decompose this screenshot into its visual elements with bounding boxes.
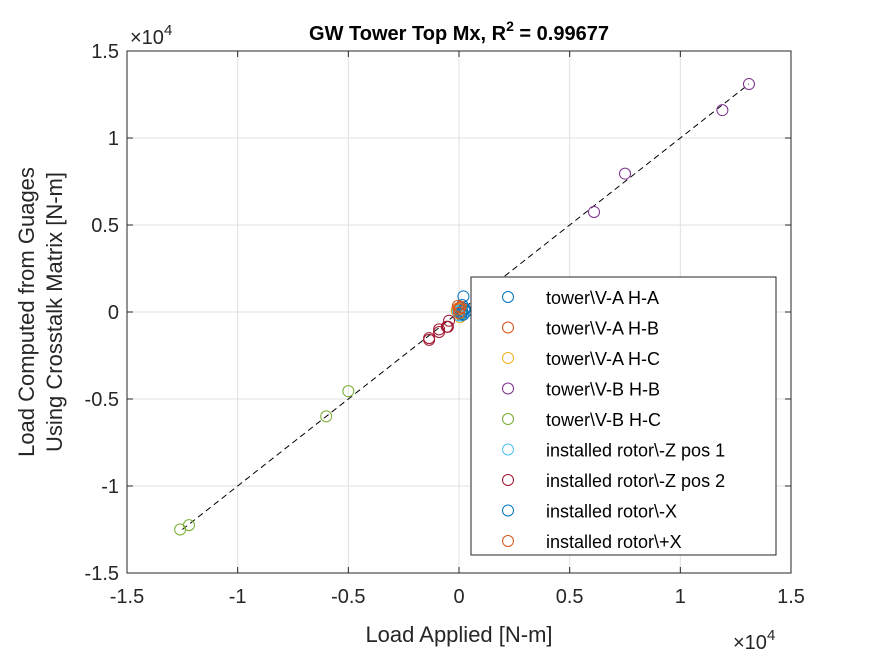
chart-title-main: GW Tower Top Mx, R [309,23,507,45]
x-tick-label: 0 [453,586,464,608]
legend-entry-label: tower\V-B H-C [546,410,661,430]
y-tick-label: 0.5 [91,215,119,237]
chart-title: GW Tower Top Mx, R2 = 0.99677 [309,18,609,45]
legend-marker [502,413,514,425]
y-tick-label: -1.5 [85,563,119,585]
legend-entry-label: tower\V-A H-B [546,319,659,339]
y-tick-label: 1 [108,128,119,150]
x-exponent-label: ×104 [733,627,775,654]
x-exponent-base: ×10 [733,632,767,654]
data-point [742,78,755,91]
x-tick-label: 1 [675,586,686,608]
data-point [454,301,467,314]
data-point [716,104,729,117]
legend-box [470,276,777,556]
x-tick-label: -0.5 [331,586,365,608]
y-tick-label: 1.5 [91,41,119,63]
series-points [588,78,755,218]
legend-entry-label: tower\V-A H-C [546,349,660,369]
legend-marker [502,474,514,486]
data-point [174,523,187,536]
data-points [174,78,755,536]
series-points [174,385,355,536]
legend-marker [502,535,514,547]
data-point [588,205,601,218]
y-exponent-power: 4 [164,22,172,39]
x-exponent-power: 4 [767,627,775,644]
legend-marker [502,352,514,364]
y-axis-label-line-2: Using Crosstalk Matrix [N-m] [42,172,67,452]
y-tick-label: -1 [101,476,119,498]
x-axis-ticks: -1.5 -1 -0.5 0 0.5 1 1.5 [110,51,805,608]
legend-marker [502,321,514,334]
data-point [451,299,464,312]
legend-marker [502,443,514,456]
legend-entry-label: installed rotor\-X [546,502,677,522]
data-point [619,167,631,180]
y-exponent-base: ×10 [130,27,164,49]
data-point [433,323,446,336]
data-point [440,320,453,333]
data-point [443,314,456,327]
legend-entry-label: installed rotor\-Z pos 2 [546,471,725,491]
data-point [453,306,465,319]
legend-entry-label: installed rotor\-Z pos 1 [546,441,725,461]
legend-entry-label: installed rotor\+X [546,532,682,552]
y-tick-label: -0.5 [85,389,119,411]
legend-marker [502,504,514,517]
legend-marker [502,291,514,303]
legend-entry-label: tower\V-A H-A [546,288,659,308]
x-tick-label: -1.5 [110,586,144,608]
data-point [342,385,355,398]
chart-title-tail: = 0.99677 [514,23,609,45]
series-points [423,314,456,346]
chart-title-superscript: 2 [506,18,514,34]
x-axis-label: Load Applied [N-m] [365,622,552,647]
y-axis-label-line-1: Load Computed from Guages [14,167,39,457]
x-tick-label: -1 [229,586,247,608]
legend-marker [502,382,514,395]
series-points [451,299,467,319]
data-point [320,410,333,423]
legend: tower\V-A H-A tower\V-A H-B tower\V-A H-C t… [470,276,777,556]
x-tick-label: 1.5 [777,586,805,608]
x-tick-label: 0.5 [556,586,584,608]
y-axis-label: Load Computed from Guages Using Crosstal… [14,167,67,457]
y-axis-ticks: -1.5 -1 -0.5 0 0.5 1 1.5 [85,41,791,585]
y-tick-label: 0 [108,302,119,324]
data-point [423,332,436,345]
legend-entry-label: tower\V-B H-B [546,380,660,400]
y-exponent-label: ×104 [130,22,172,49]
